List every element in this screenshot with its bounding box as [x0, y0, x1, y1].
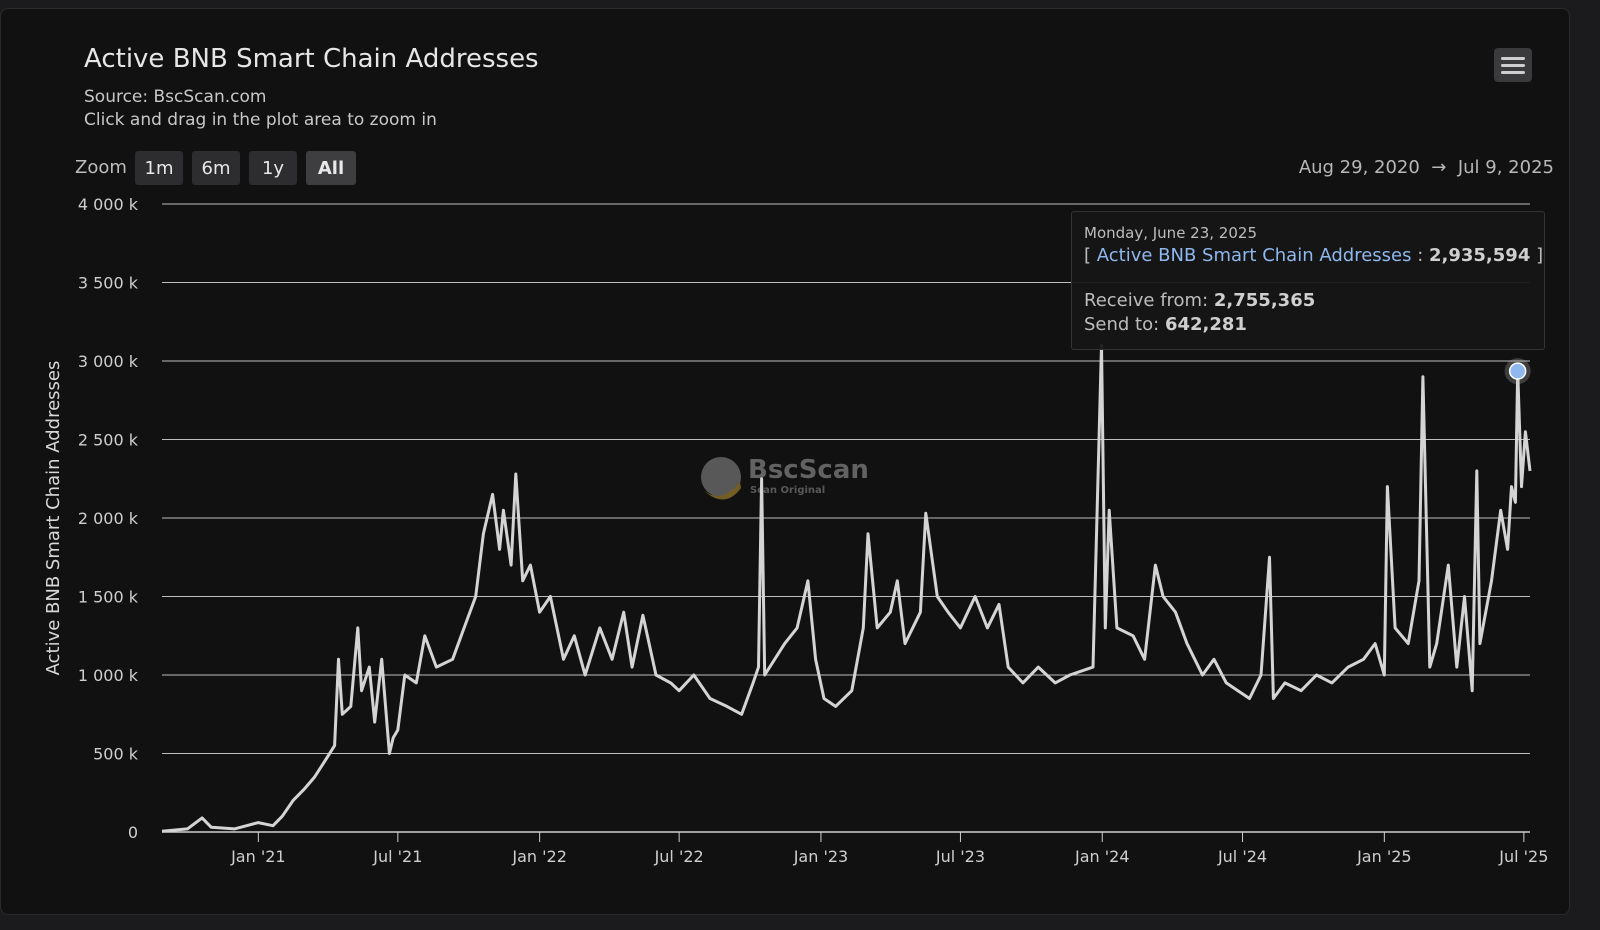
zoom-all-button[interactable]: All [306, 151, 356, 185]
range-arrow: → [1431, 157, 1447, 178]
y-tick-label: 1 500 k [78, 588, 139, 607]
chart-source: Source: BscScan.com [84, 87, 267, 107]
tooltip-date: Monday, June 23, 2025 [1084, 224, 1257, 242]
x-tick-label: Jul '25 [1498, 847, 1548, 866]
y-axis-title: Active BNB Smart Chain Addresses [43, 361, 64, 676]
tooltip-series-name: Active BNB Smart Chain Addresses [1096, 245, 1412, 266]
x-tick-label: Jan '23 [793, 847, 849, 866]
x-tick-label: Jan '22 [511, 847, 567, 866]
range-from[interactable]: Aug 29, 2020 [1298, 157, 1420, 178]
watermark-brand: BscScan [748, 455, 869, 485]
y-tick-label: 2 000 k [78, 509, 139, 528]
y-tick-label: 500 k [93, 745, 139, 764]
chart-title: Active BNB Smart Chain Addresses [84, 44, 539, 74]
y-tick-label: 3 000 k [78, 352, 139, 371]
y-tick-label: 3 500 k [78, 274, 139, 293]
range-to[interactable]: Jul 9, 2025 [1457, 157, 1554, 178]
highlight-point [1508, 362, 1527, 380]
y-tick-label: 0 [128, 823, 138, 842]
series-line [161, 343, 1532, 833]
x-tick-label: Jan '21 [230, 847, 286, 866]
tooltip-send-label: Send to: [1084, 314, 1160, 335]
zoom-6m-button[interactable]: 6m [192, 151, 240, 185]
x-tick-label: Jan '25 [1356, 847, 1412, 866]
x-tick-label: Jul '22 [654, 847, 704, 866]
zoom-1y-button[interactable]: 1y [249, 151, 297, 185]
zoom-1m-button[interactable]: 1m [135, 151, 183, 185]
x-tick-label: Jan '24 [1074, 847, 1130, 866]
tooltip-receive-label: Receive from: [1084, 290, 1209, 311]
watermark-tagline: Scan Original [750, 485, 825, 496]
x-tick-label: Jul '21 [372, 847, 422, 866]
tooltip-value: 2,935,594 [1429, 245, 1531, 266]
bscscan-watermark: BscScan Scan Original [701, 455, 869, 500]
tooltip-receive-value: 2,755,365 [1213, 290, 1316, 311]
hamburger-menu-icon[interactable] [1494, 48, 1532, 82]
zoom-hint: Click and drag in the plot area to zoom … [84, 110, 437, 130]
y-tick-label: 4 000 k [78, 195, 139, 214]
date-range: Aug 29, 2020 → Jul 9, 2025 [1299, 157, 1554, 178]
y-tick-label: 2 500 k [78, 431, 139, 450]
tooltip-series-line: [ Active BNB Smart Chain Addresses : 2,9… [1084, 245, 1544, 266]
tooltip-send-value: 642,281 [1164, 314, 1247, 335]
x-tick-label: Jul '24 [1217, 847, 1267, 866]
zoom-label: Zoom [75, 157, 127, 178]
x-tick-label: Jul '23 [935, 847, 985, 866]
y-tick-label: 1 000 k [78, 666, 139, 685]
tooltip: Monday, June 23, 2025 [ Active BNB Smart… [1071, 211, 1545, 350]
